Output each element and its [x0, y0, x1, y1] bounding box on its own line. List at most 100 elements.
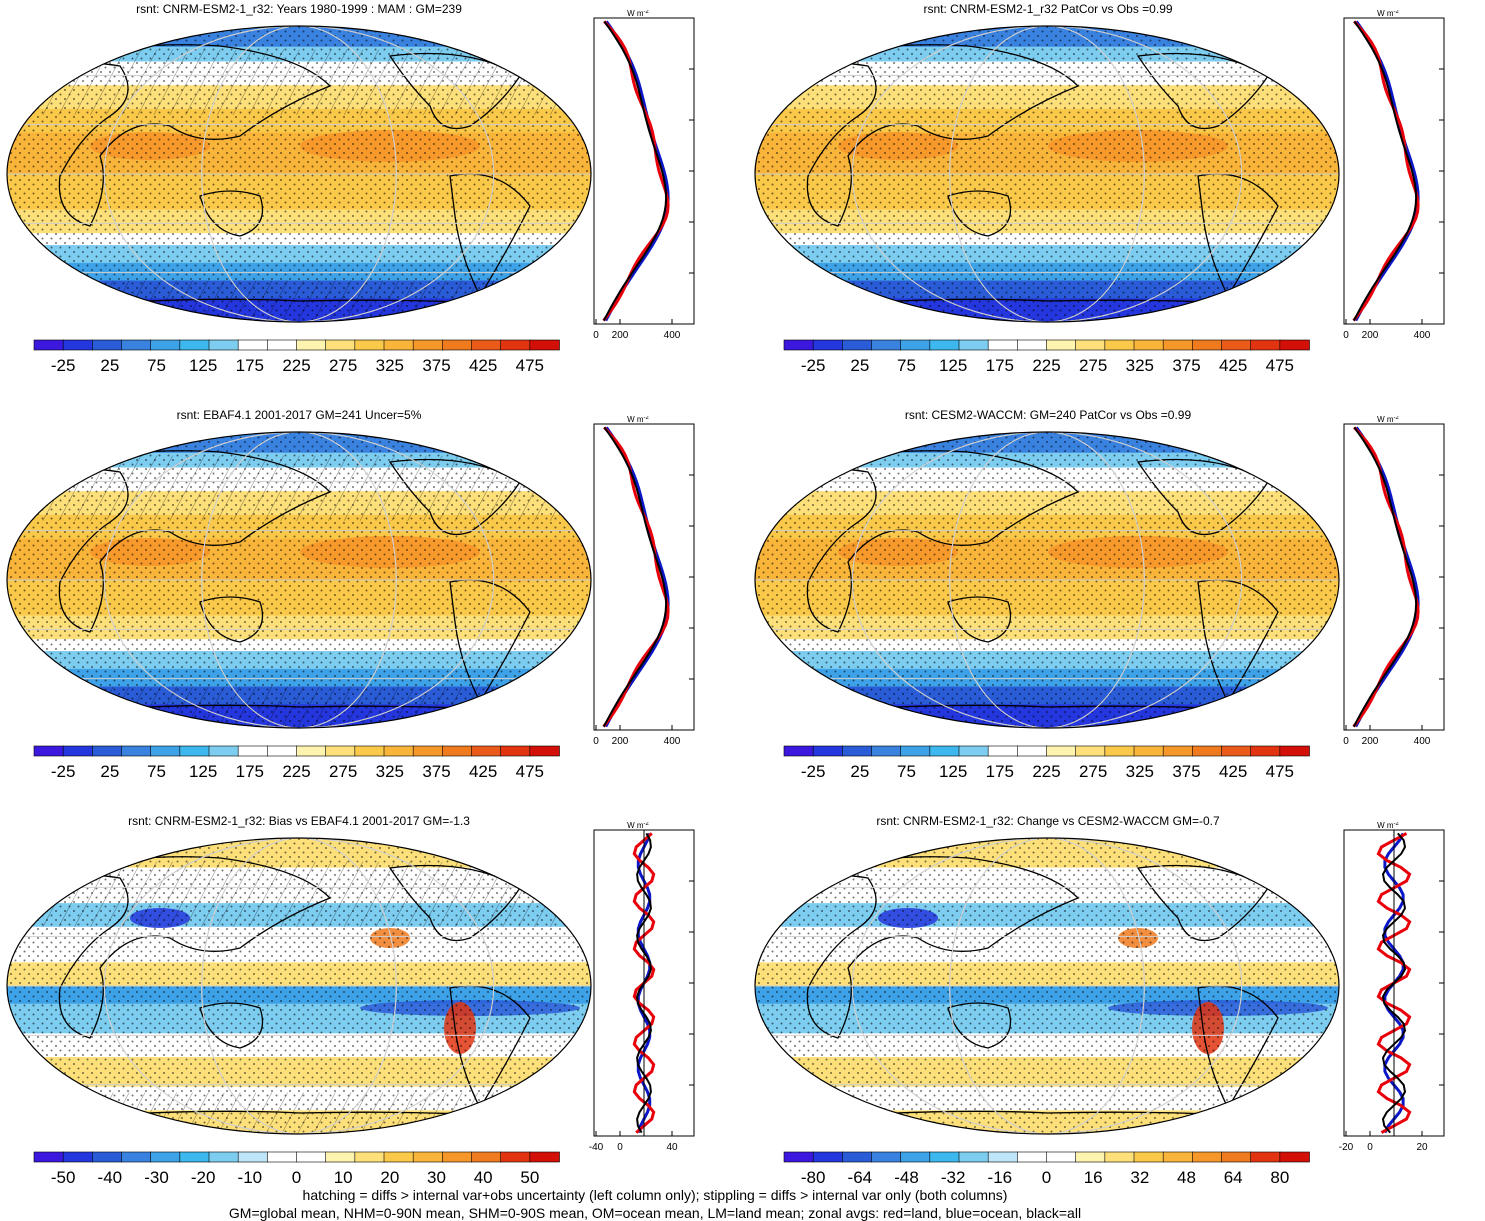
colorbar-swatch	[500, 339, 531, 351]
colorbar-swatch	[1221, 339, 1252, 351]
zonal-x-tick-label: -40	[589, 1142, 604, 1153]
zonal-mean-plot-1: W m-260N30N030S60S0200400	[593, 10, 695, 341]
zonal-x-tick-label: 400	[1414, 736, 1431, 747]
colorbar-swatch	[1017, 339, 1048, 351]
colorbar-label: -48	[894, 1168, 919, 1187]
colorbar-swatch	[987, 745, 1019, 757]
colorbar-4: -25 25 75 125 175 225 275 325 375 425 475	[783, 745, 1310, 781]
colorbar-label: 425	[469, 762, 497, 781]
colorbar-swatch	[900, 745, 931, 757]
colorbar-swatch	[1221, 745, 1252, 757]
colorbar-5: -50 -40 -30 -20 -10 0 10 20 30 40 50	[33, 1151, 560, 1187]
colorbar-label: -32	[941, 1168, 966, 1187]
colorbar-label: 375	[1172, 356, 1200, 375]
map-panel-5	[6, 837, 592, 1135]
colorbar-label: 20	[380, 1168, 399, 1187]
colorbar-swatch	[871, 745, 902, 757]
colorbar-swatch	[208, 745, 239, 757]
colorbar-label: 475	[516, 762, 544, 781]
colorbar-label: 25	[850, 762, 869, 781]
colorbar-label: 0	[292, 1168, 301, 1187]
zonal-x-tick-label: 0	[1343, 736, 1349, 747]
colorbar-label: 175	[236, 762, 264, 781]
colorbar-swatch	[150, 1151, 181, 1163]
map-panel-2	[754, 25, 1340, 323]
colorbar-label: 325	[1126, 356, 1154, 375]
zonal-mean-curve	[1352, 426, 1418, 728]
zonal-mean-plot-4: W m-260N30N030S60S0200400	[1343, 416, 1445, 747]
zonal-mean-curve	[602, 426, 670, 728]
colorbar-swatch	[958, 745, 989, 757]
colorbar-swatch	[1279, 1151, 1310, 1163]
colorbar-swatch	[325, 339, 356, 351]
colorbar-swatch	[1017, 1151, 1048, 1163]
zonal-mean-plot-2: W m-260N30N030S60S0200400	[1343, 10, 1445, 341]
colorbar-swatch	[442, 745, 473, 757]
zonal-unit-label: W m-2	[627, 416, 649, 424]
colorbar-swatch	[929, 745, 960, 757]
colorbar-swatch	[783, 1151, 814, 1163]
colorbar-label: 48	[1177, 1168, 1196, 1187]
colorbar-label: -25	[51, 356, 76, 375]
panel-title-1: rsnt: CNRM-ESM2-1_r32: Years 1980-1999 :…	[136, 2, 462, 16]
footnote-line-2: GM=global mean, NHM=0-90N mean, SHM=0-90…	[228, 1205, 1082, 1221]
colorbar-swatch	[987, 339, 1019, 351]
zonal-unit-label: W m-2	[1377, 822, 1399, 830]
colorbar-swatch	[179, 339, 210, 351]
colorbar-swatch	[442, 1151, 473, 1163]
colorbar-6: -80 -64 -48 -32 -16 0 16 32 48 64 80	[783, 1151, 1310, 1187]
colorbar-swatch	[412, 1151, 444, 1163]
colorbar-label: -16	[988, 1168, 1013, 1187]
colorbar-swatch	[92, 339, 123, 351]
colorbar-label: 25	[100, 762, 119, 781]
zonal-x-tick-label: 400	[1414, 330, 1431, 341]
colorbar-swatch	[383, 1151, 414, 1163]
colorbar-swatch	[296, 1151, 327, 1163]
colorbar-label: 175	[986, 762, 1014, 781]
colorbar-swatch	[1192, 745, 1223, 757]
colorbar-label: 175	[986, 356, 1014, 375]
colorbar-swatch	[1017, 745, 1048, 757]
colorbar-label: -50	[51, 1168, 76, 1187]
zonal-unit-label: W m-2	[1377, 416, 1399, 424]
colorbar-label: 75	[147, 762, 166, 781]
colorbar-label: 30	[427, 1168, 446, 1187]
colorbar-swatch	[958, 339, 989, 351]
colorbar-swatch	[354, 339, 385, 351]
colorbar-swatch	[842, 339, 873, 351]
panel-title-2: rsnt: CNRM-ESM2-1_r32 PatCor vs Obs =0.9…	[923, 2, 1173, 16]
colorbar-swatch	[1133, 1151, 1164, 1163]
colorbar-swatch	[783, 745, 814, 757]
colorbar-swatch	[121, 745, 152, 757]
zonal-x-tick-label: 400	[664, 330, 681, 341]
colorbar-swatch	[471, 745, 502, 757]
colorbar-swatch	[842, 745, 873, 757]
colorbar-label: 375	[422, 356, 450, 375]
zonal-mean-curve	[1354, 426, 1420, 728]
colorbar-label: 25	[850, 356, 869, 375]
colorbar-swatch	[500, 745, 531, 757]
colorbar-swatch	[1162, 339, 1194, 351]
colorbar-swatch	[987, 1151, 1019, 1163]
colorbar-swatch	[325, 745, 356, 757]
zonal-x-tick-label: 200	[612, 330, 629, 341]
footnote-line-1: hatching = diffs > internal var+obs unce…	[302, 1187, 1008, 1203]
zonal-mean-curve	[1352, 20, 1418, 322]
zonal-mean-curve	[602, 426, 668, 728]
map-panel-1	[6, 25, 592, 323]
colorbar-label: 475	[1266, 762, 1294, 781]
colorbar-swatch	[812, 745, 844, 757]
colorbar-swatch	[412, 339, 444, 351]
colorbar-swatch	[1046, 1151, 1077, 1163]
colorbar-label: 325	[1126, 762, 1154, 781]
colorbar-swatch	[33, 745, 64, 757]
colorbar-swatch	[1221, 1151, 1252, 1163]
colorbar-label: 275	[1079, 762, 1107, 781]
colorbar-label: 275	[1079, 356, 1107, 375]
colorbar-swatch	[783, 339, 814, 351]
colorbar-swatch	[92, 745, 123, 757]
zonal-mean-curve	[1352, 20, 1420, 322]
colorbar-swatch	[900, 339, 931, 351]
